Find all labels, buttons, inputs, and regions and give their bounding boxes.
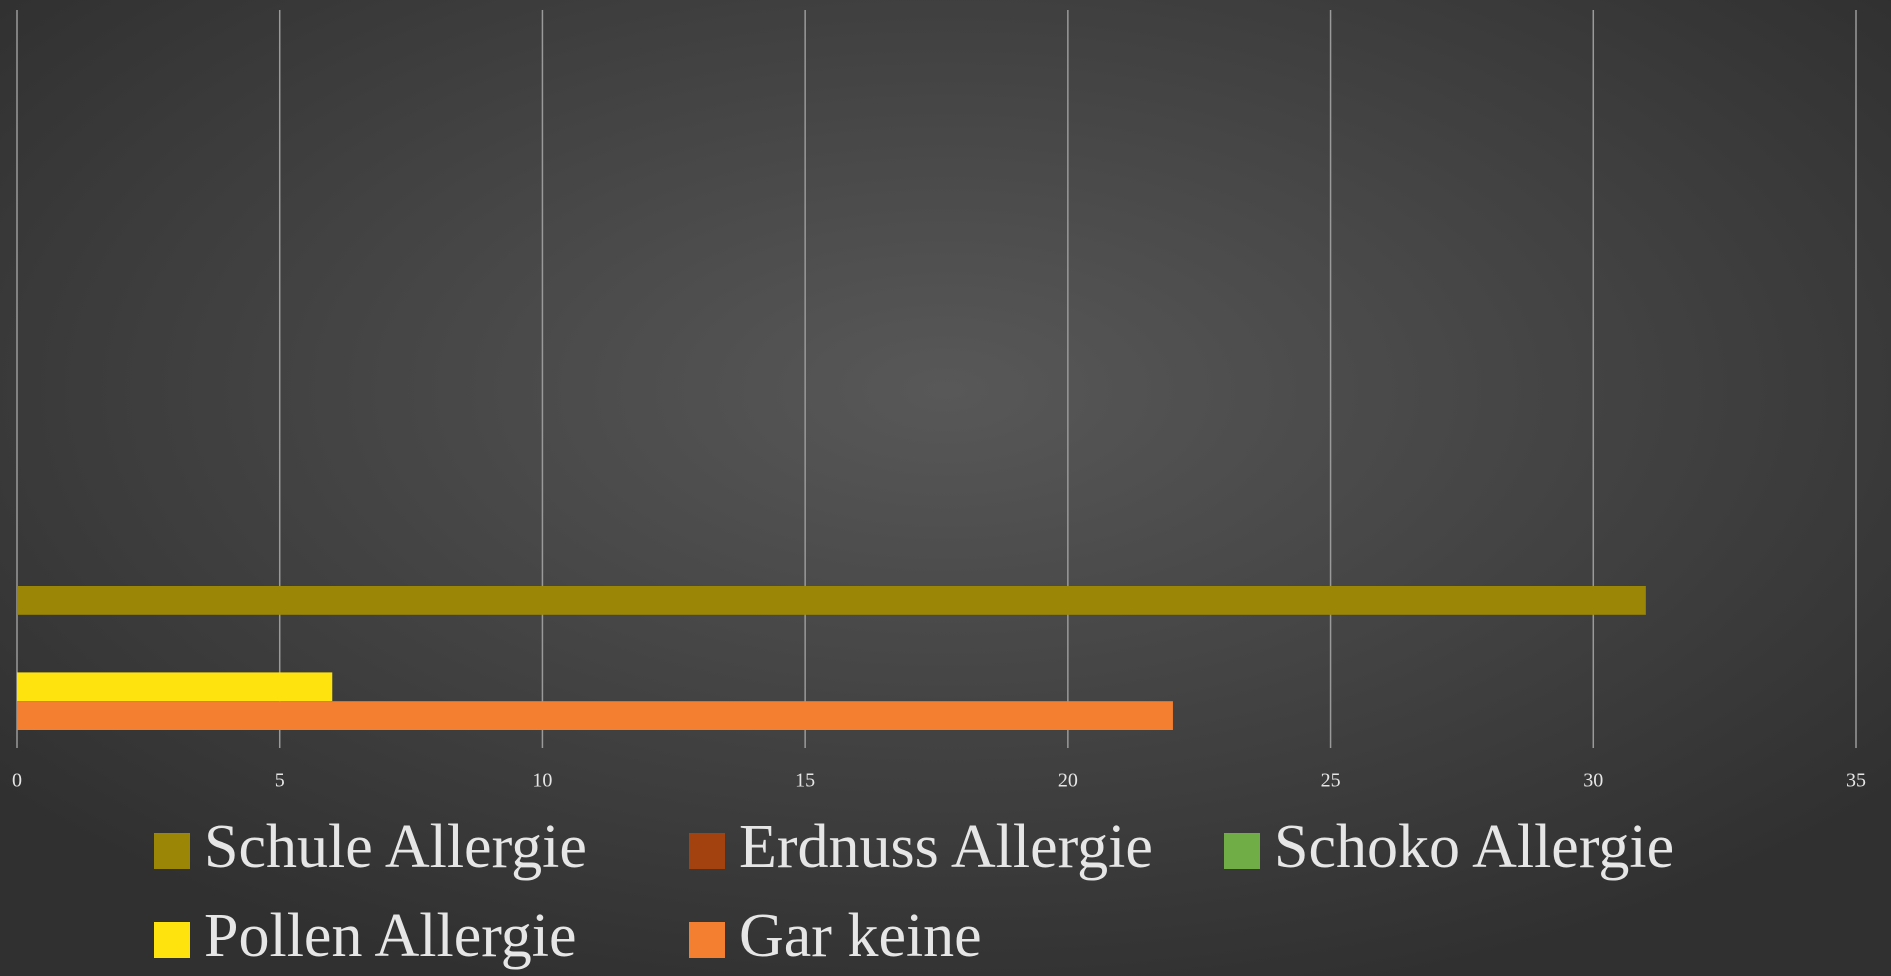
legend-swatch (689, 922, 725, 958)
legend-label: Schoko Allergie (1274, 813, 1674, 881)
legend-label: Pollen Allergie (204, 902, 577, 970)
bar (17, 672, 333, 702)
legend-label: Erdnuss Allergie (739, 813, 1153, 881)
x-tick-label: 5 (275, 770, 285, 792)
legend-swatch (154, 833, 190, 869)
x-tick-label: 35 (1846, 770, 1866, 792)
legend-swatch (154, 922, 190, 958)
bar (17, 701, 1173, 730)
legend-label: Schule Allergie (204, 813, 587, 881)
legend-label: Gar keine (739, 902, 982, 970)
x-tick-label: 10 (532, 770, 552, 792)
x-tick-label: 20 (1058, 770, 1078, 792)
bar (17, 586, 1646, 615)
x-tick-label: 25 (1321, 770, 1341, 792)
x-tick-label: 15 (795, 770, 815, 792)
legend-swatch (689, 833, 725, 869)
x-tick-label: 0 (12, 770, 22, 792)
x-tick-label: 30 (1583, 770, 1603, 792)
legend-swatch (1224, 833, 1260, 869)
